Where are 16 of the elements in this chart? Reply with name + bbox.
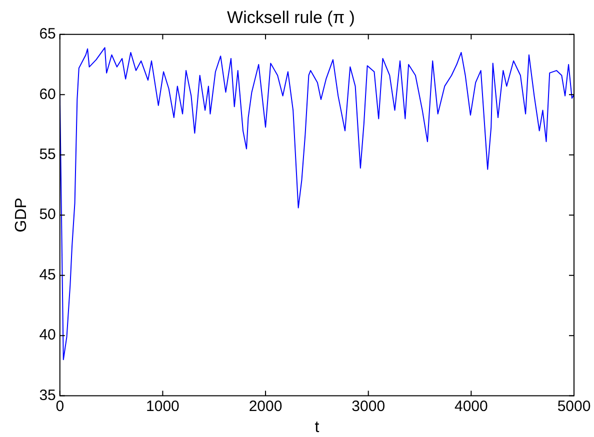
x-tick-label: 5000: [557, 398, 591, 415]
y-axis-title: GDP: [13, 198, 30, 232]
x-tick-label: 4000: [454, 398, 488, 415]
y-tick-label: 45: [39, 266, 56, 284]
chart-title: Wicksell rule (π ): [227, 8, 355, 27]
y-tick-label: 50: [39, 206, 56, 224]
y-tick-label: 60: [39, 86, 56, 103]
y-tick-label: 65: [39, 26, 56, 43]
y-tick-label: 35: [39, 386, 56, 404]
x-axis-title: t: [314, 418, 320, 436]
x-tick-label: 1000: [146, 398, 180, 415]
x-tick-label: 3000: [352, 398, 386, 415]
y-tick-label: 55: [39, 146, 56, 164]
y-tick-label: 40: [39, 326, 56, 344]
x-tick-label: 2000: [248, 398, 282, 415]
x-tick-label: 0: [56, 398, 64, 415]
